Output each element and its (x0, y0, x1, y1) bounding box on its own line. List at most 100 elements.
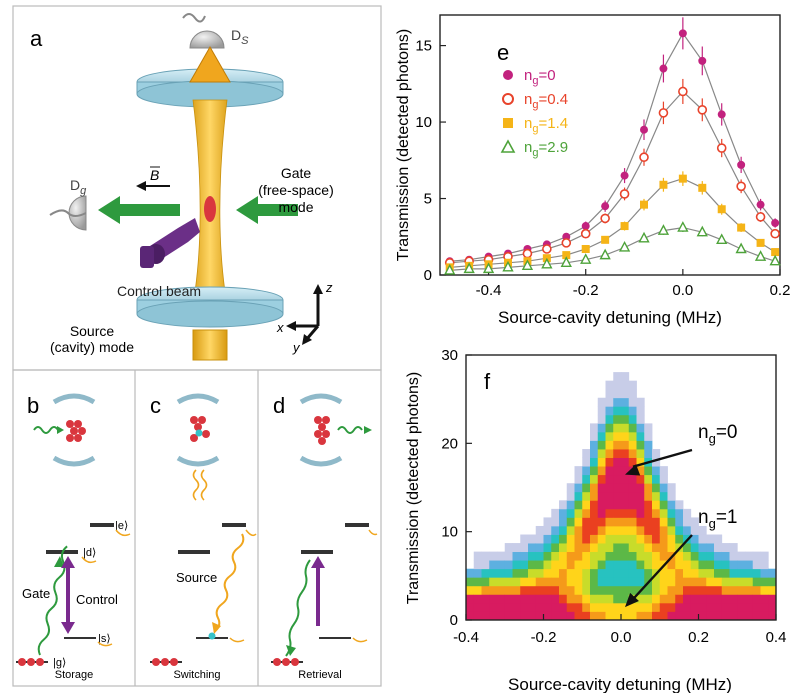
gate-photon-icon (33, 426, 59, 434)
chart-f-heatmap-cell (566, 602, 575, 612)
chart-f-heatmap-cell (752, 602, 761, 612)
chart-f-heatmap-cell (551, 568, 560, 578)
chart-f-heatmap-cell (721, 577, 730, 587)
chart-f-heatmap-cell (621, 602, 630, 612)
chart-f-heatmap-cell (752, 560, 761, 570)
chart-f-heatmap-cell (652, 517, 661, 527)
chart-f-heatmap-cell (504, 560, 513, 570)
chart-f-heatmap-cell (768, 568, 777, 578)
panel-d-letter: d (273, 393, 285, 418)
chart-e-point-series-3 (502, 260, 514, 272)
chart-f-heatmap-cell (574, 551, 583, 561)
chart-f-heatmap-cell (621, 414, 630, 424)
level-e-shift-icon (245, 529, 257, 537)
chart-f-heatmap-cell (659, 500, 668, 510)
chart-f-heatmap-cell (613, 431, 622, 441)
chart-f-heatmap-cell (659, 577, 668, 587)
chart-f-heatmap-cell (729, 594, 738, 604)
chart-f-heatmap-cell (683, 577, 692, 587)
chart-f-heatmap-cell (566, 577, 575, 587)
chart-e-point-series-0 (771, 219, 780, 227)
chart-f-heatmap-cell (675, 568, 684, 578)
chart-f-heatmap-cell (551, 585, 560, 595)
chart-f-annotation-arrow (632, 448, 693, 468)
chart-f-heatmap-cell (690, 525, 699, 535)
chart-e-point-series-3 (638, 231, 650, 243)
chart-f-heatmap-cell (636, 517, 645, 527)
chart-f-heatmap-cell (605, 534, 614, 544)
chart-f-heatmap-cell (636, 551, 645, 561)
b-field-label: B (150, 167, 159, 183)
chart-f-heatmap-cell (729, 551, 738, 561)
chart-f-heatmap-cell (543, 534, 552, 544)
source-label-2: (cavity) mode (50, 339, 134, 355)
chart-f-heatmap-cell (504, 602, 513, 612)
chart-f-heatmap-cell (636, 449, 645, 458)
chart-f-heatmap-cell (574, 594, 583, 604)
chart-f-heatmap-cell (559, 517, 568, 527)
chart-f-heatmap-cell (613, 491, 622, 501)
chart-f-heatmap-cell (473, 611, 482, 621)
output-arrow-icon (189, 45, 231, 83)
chart-f-heatmap-cell (520, 568, 529, 578)
chart-f-heatmap-cell (512, 551, 521, 561)
chart-f-heatmap-cell (652, 594, 661, 604)
chart-f-heatmap-cell (559, 525, 568, 535)
chart-e-point-series-3 (696, 225, 708, 237)
chart-f-heatmap-cell (574, 483, 583, 493)
chart-f-heatmap-cell (698, 534, 707, 544)
chart-f-heatmap-cell (535, 543, 544, 553)
chart-f-heatmap-cell (497, 602, 506, 612)
chart-f-heatmap-cell (520, 560, 529, 570)
chart-f-heatmap-cell (590, 585, 599, 595)
chart-f-heatmap-cell (698, 611, 707, 621)
retrieved-photon-icon (337, 426, 363, 434)
chart-f-heatmap-cell (621, 380, 630, 390)
chart-f-heatmap-cell (597, 406, 606, 416)
chart-f-heatmap-cell (605, 457, 614, 467)
chart-f-heatmap-cell (721, 543, 730, 553)
chart-f-heatmap-cell (466, 602, 475, 612)
chart-f-heatmap-cell (644, 423, 653, 433)
chart-f-heatmap-cell (613, 560, 622, 570)
chart-f-heatmap-cell (706, 560, 715, 570)
chart-f-heatmap-cell (621, 534, 630, 544)
chart-e-point-series-1 (600, 213, 610, 224)
panel-d-caption: Retrieval (298, 669, 341, 681)
chart-f-heatmap-cell (652, 508, 661, 518)
chart-e-legend-marker (503, 118, 513, 128)
gate-input-arrow-icon (236, 196, 298, 224)
chart-f-heatmap-cell (690, 611, 699, 621)
chart-f-heatmap-cell (605, 440, 614, 450)
chart-f-heatmap-cell (582, 474, 591, 484)
chart-f-heatmap-cell (652, 611, 661, 621)
chart-f-heatmap-cell (489, 611, 498, 621)
chart-f-heatmap-cell (659, 534, 668, 544)
chart-f-heatmap-cell (566, 543, 575, 553)
chart-f-heatmap-cell (729, 568, 738, 578)
chart-f-heatmap-cell (613, 389, 622, 399)
chart-f-heatmap-cell (698, 525, 707, 535)
chart-f-heatmap-cell (621, 517, 630, 527)
chart-f-heatmap-cell (714, 560, 723, 570)
chart-f-heatmap-cell (520, 594, 529, 604)
panel-c: c Source Switching (150, 393, 257, 681)
chart-f-heatmap-cell (636, 577, 645, 587)
chart-e-point-series-3 (735, 242, 747, 254)
chart-f-heatmap-cell (497, 560, 506, 570)
chart-f-heatmap-cell (659, 594, 668, 604)
chart-f-heatmap-cell (737, 594, 746, 604)
chart-e-point-series-1 (580, 228, 591, 239)
chart-e-point-series-2 (562, 251, 571, 260)
chart-f-heatmap-cell (582, 611, 591, 621)
chart-f-heatmap-cell (504, 551, 513, 561)
source-transition-icon (213, 533, 245, 633)
chart-f-heatmap-cell (628, 500, 637, 510)
detector-gate-label: Dg (70, 177, 87, 197)
chart-f-heatmap-cell (644, 611, 653, 621)
chart-f-x-tick-label: -0.2 (531, 629, 557, 646)
chart-e-fit-line (449, 177, 776, 268)
chart-f-heatmap-cell (636, 594, 645, 604)
chart-e-y-tick-label: 10 (415, 114, 432, 131)
